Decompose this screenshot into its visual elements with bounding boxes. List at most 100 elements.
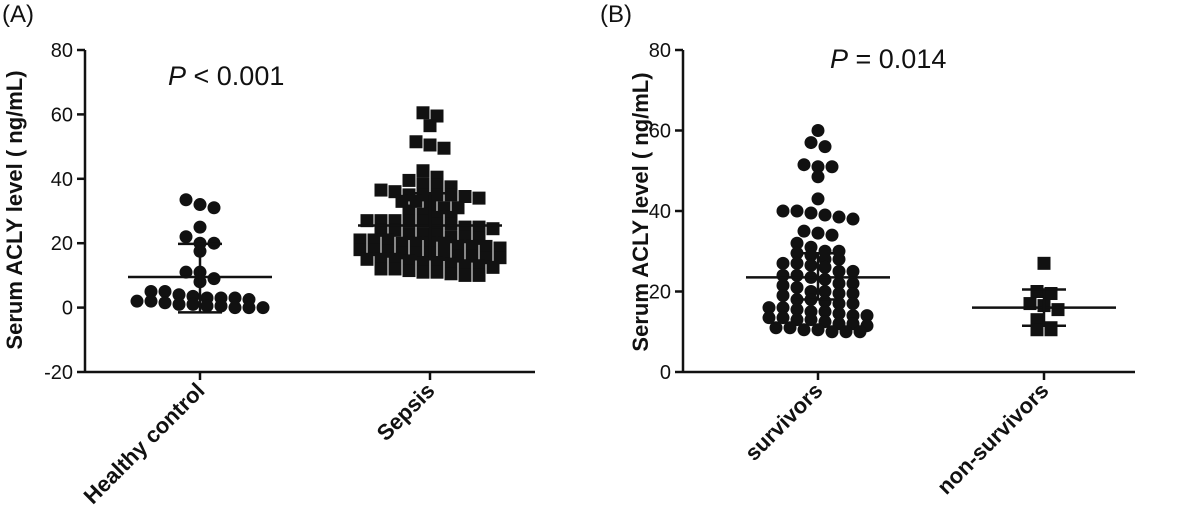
data-point [783, 321, 797, 335]
data-point [179, 230, 193, 244]
panel-b-label: (B) [600, 1, 632, 28]
data-point [846, 276, 860, 290]
y-tick-label: 40 [649, 201, 671, 223]
panel-b: (B) P = 0.014 0 20 40 60 80 Serum ACLY level … [600, 1, 1135, 499]
data-point [472, 268, 486, 282]
panel-b-p-value: P = 0.014 [830, 44, 946, 74]
x-category-label: non-survivors [932, 378, 1053, 499]
data-point [832, 264, 846, 278]
data-point [769, 321, 783, 335]
panel-a-label: (A) [2, 1, 34, 28]
data-point [472, 191, 486, 205]
data-point [256, 301, 270, 315]
data-point [444, 267, 458, 281]
data-point [172, 288, 186, 302]
y-tick-label: 0 [62, 298, 73, 320]
data-point [416, 106, 430, 120]
x-category-label: Healthy control [79, 378, 210, 509]
x-category-label: survivors [740, 378, 828, 466]
data-point [430, 217, 444, 231]
data-point [360, 214, 374, 228]
y-tick-label: 60 [51, 104, 73, 126]
data-point [1037, 256, 1051, 270]
data-point [437, 236, 451, 250]
data-point [846, 212, 860, 226]
data-point [811, 124, 825, 137]
data-point [186, 297, 200, 311]
data-point [458, 268, 472, 282]
data-point [409, 135, 423, 149]
data-point [790, 303, 804, 317]
data-point [374, 183, 388, 197]
data-point [1030, 285, 1044, 298]
data-point [444, 188, 458, 202]
y-tick-label: 20 [51, 233, 73, 255]
y-tick-label: 80 [649, 40, 671, 62]
data-point [144, 285, 158, 298]
data-point [790, 236, 804, 250]
data-point [811, 170, 825, 184]
data-point [472, 220, 486, 234]
data-point [423, 119, 437, 133]
data-point [811, 323, 825, 337]
data-point [797, 323, 811, 337]
data-point [458, 190, 472, 204]
data-point [853, 325, 867, 339]
data-point [818, 305, 832, 319]
x-category-label: Sepsis [372, 378, 440, 446]
data-point [797, 158, 811, 172]
data-point [846, 297, 860, 311]
data-point [207, 201, 221, 215]
y-tick-label: -20 [44, 362, 73, 384]
data-point [416, 214, 430, 228]
p-rest: = 0.014 [848, 44, 946, 74]
panel-a: (A) P < 0.001 -20 0 20 40 60 80 Serum ACLY lev… [2, 1, 535, 509]
data-point [402, 173, 416, 187]
data-point [486, 222, 500, 236]
data-point [790, 280, 804, 294]
data-point [832, 276, 846, 290]
data-point [818, 208, 832, 222]
data-point [832, 307, 846, 321]
data-point [776, 256, 790, 270]
p-rest: < 0.001 [186, 61, 284, 91]
data-point [423, 138, 437, 152]
data-point [158, 296, 172, 310]
data-point [860, 309, 874, 323]
data-point [776, 301, 790, 315]
data-point [158, 285, 172, 298]
data-point [1051, 303, 1065, 317]
plot-area-b: 0 20 40 60 80 Serum ACLY level ( ng/mL) surviv… [628, 40, 1135, 499]
data-point [179, 193, 193, 207]
data-point [790, 256, 804, 270]
data-point [228, 291, 242, 305]
data-point [776, 311, 790, 325]
data-point [444, 217, 458, 231]
data-point [832, 210, 846, 224]
data-point [228, 301, 242, 315]
data-point [818, 272, 832, 286]
data-point [388, 262, 402, 276]
y-tick-label: 40 [51, 169, 73, 191]
data-point [811, 226, 825, 240]
data-point [804, 258, 818, 272]
data-point [839, 325, 853, 339]
data-point [416, 177, 430, 191]
data-point [762, 311, 776, 325]
data-point [381, 233, 395, 247]
data-point [846, 287, 860, 301]
data-point [193, 220, 207, 234]
data-point [804, 313, 818, 327]
data-point [486, 260, 500, 274]
plot-area-a: -20 0 20 40 60 80 Serum ACLY level ( ng/mL) Hea… [2, 40, 535, 509]
data-point [825, 228, 839, 242]
data-point [214, 299, 228, 313]
data-point [144, 294, 158, 308]
data-point [825, 160, 839, 174]
data-point [797, 224, 811, 238]
p-italic: P [168, 61, 186, 91]
data-point [818, 140, 832, 154]
data-point [179, 265, 193, 279]
data-point [818, 260, 832, 274]
data-point [437, 141, 451, 155]
